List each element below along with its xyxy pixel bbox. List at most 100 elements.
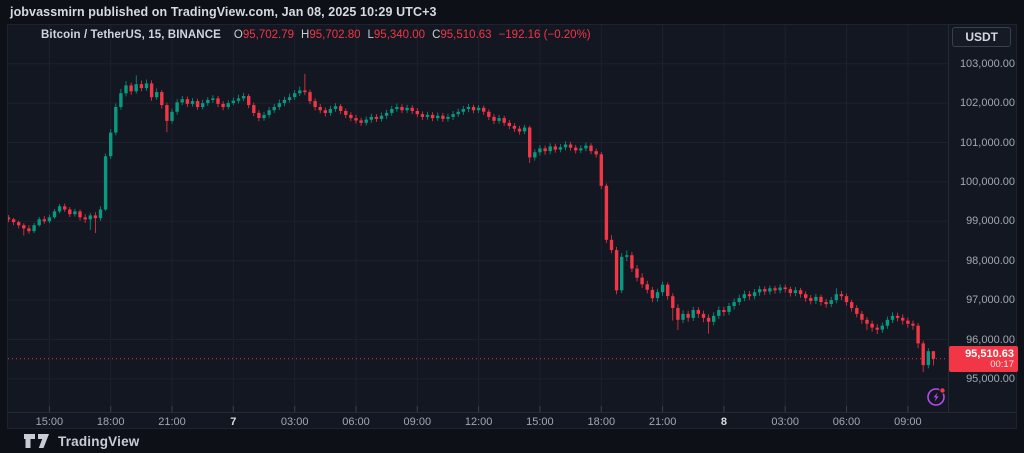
candle-body (563, 144, 568, 148)
time-axis-label: 03:00 (280, 416, 309, 428)
candle-body (620, 256, 624, 291)
candle-body (839, 294, 844, 297)
candle-body (155, 92, 159, 98)
candle-body (609, 239, 614, 250)
candle-body (911, 323, 915, 326)
candle-body (206, 99, 210, 104)
candle-body (17, 222, 21, 226)
candle-body (52, 211, 57, 218)
candle-body (512, 125, 517, 129)
candle-body (916, 325, 920, 344)
candle-body (298, 90, 302, 94)
price-axis-label: 99,000.00 (966, 215, 1015, 228)
candle-body (758, 289, 762, 293)
candle-body (584, 145, 588, 149)
candle-body (32, 225, 36, 232)
chart-plot-area[interactable] (8, 25, 948, 412)
currency-button[interactable]: USDT (952, 27, 1011, 47)
candle-body (548, 146, 552, 152)
candle-body (395, 107, 399, 109)
price-axis-label: 96,000.00 (966, 333, 1015, 346)
candle-body (594, 151, 598, 155)
candle-body (834, 294, 838, 301)
candle-body (293, 93, 297, 98)
candle-body (604, 185, 609, 240)
candle-body (139, 84, 144, 89)
tradingview-logo-icon[interactable] (24, 433, 50, 449)
candle-body (543, 148, 547, 152)
candle-body (901, 317, 905, 321)
symbol-title[interactable]: Bitcoin / TetherUS, 15, BINANCE (41, 28, 221, 41)
time-axis-label: 09:00 (894, 416, 922, 428)
tradingview-brand-text[interactable]: TradingView (58, 433, 140, 449)
candle-body (640, 277, 644, 285)
candle-body (42, 219, 46, 222)
candle-body (875, 327, 879, 330)
page-footer: TradingView (0, 429, 1024, 453)
candle-body (144, 83, 149, 89)
flash-ideas-button[interactable] (925, 386, 947, 408)
candle-body (717, 310, 721, 316)
price-axis[interactable]: 95,510.63 00:17 103,000.00 102,000.00 101,… (948, 25, 1018, 412)
candle-body (814, 296, 818, 301)
candle-body (78, 211, 82, 218)
candle-body (614, 250, 619, 291)
price-axis-label: 100,000.00 (959, 175, 1015, 188)
candle-body (170, 111, 174, 121)
candle-body (451, 114, 455, 117)
candle-body (226, 103, 230, 107)
candle-body (829, 300, 833, 304)
candle-body (558, 147, 563, 150)
price-axis-label: 103,000.00 (959, 57, 1015, 70)
candle-body (400, 107, 404, 111)
time-axis-label: 21:00 (648, 416, 677, 428)
candle-body (895, 315, 900, 318)
candle-body (195, 101, 200, 107)
candle-body (763, 289, 767, 292)
candle-body (344, 111, 348, 115)
candle-body (788, 289, 792, 293)
price-axis-label: 102,000.00 (959, 97, 1015, 110)
candle-body (374, 116, 379, 119)
candle-body (262, 114, 266, 119)
candle-body (98, 209, 103, 219)
time-axis-label: 12:00 (464, 416, 493, 428)
candle-body (461, 109, 465, 112)
candle-body (420, 114, 425, 117)
time-axis-label: 18:00 (96, 416, 125, 428)
candle-body (456, 111, 460, 115)
high-label: H (301, 28, 310, 41)
candle-body (318, 107, 322, 111)
price-axis-label: 95,000.00 (966, 372, 1015, 385)
candle-body (257, 112, 261, 118)
candle-body (379, 115, 384, 119)
candle-body (73, 211, 77, 215)
candle-body (579, 148, 583, 151)
candle-body (390, 109, 394, 113)
time-axis-label: 06:00 (832, 416, 861, 428)
candlestick-chart[interactable] (8, 25, 948, 412)
candle-body (384, 112, 389, 116)
candle-body (83, 217, 87, 220)
lightning-icon (927, 387, 946, 406)
candle-body (216, 98, 220, 104)
candle-body (671, 296, 675, 308)
last-price-value: 95,510.63 (965, 347, 1014, 360)
time-axis[interactable]: 15:00 18:00 21:00 7 03:00 06:00 09:00 12:00 15:0… (8, 412, 1016, 430)
close-value: 95,510.63 (440, 28, 492, 41)
candle-body (27, 228, 31, 232)
candle-body (522, 127, 527, 132)
candle-body (22, 225, 26, 229)
candle-body (686, 313, 690, 318)
candle-body (589, 145, 593, 152)
candle-body (68, 209, 72, 215)
candle-body (691, 310, 695, 318)
candle-body (287, 97, 292, 100)
time-axis-label: 15:00 (526, 416, 554, 428)
candle-body (63, 206, 67, 210)
close-label: C (432, 28, 441, 41)
candle-body (931, 351, 936, 359)
candle-body (114, 107, 118, 133)
candle-body (349, 114, 353, 119)
candle-body (778, 287, 782, 291)
